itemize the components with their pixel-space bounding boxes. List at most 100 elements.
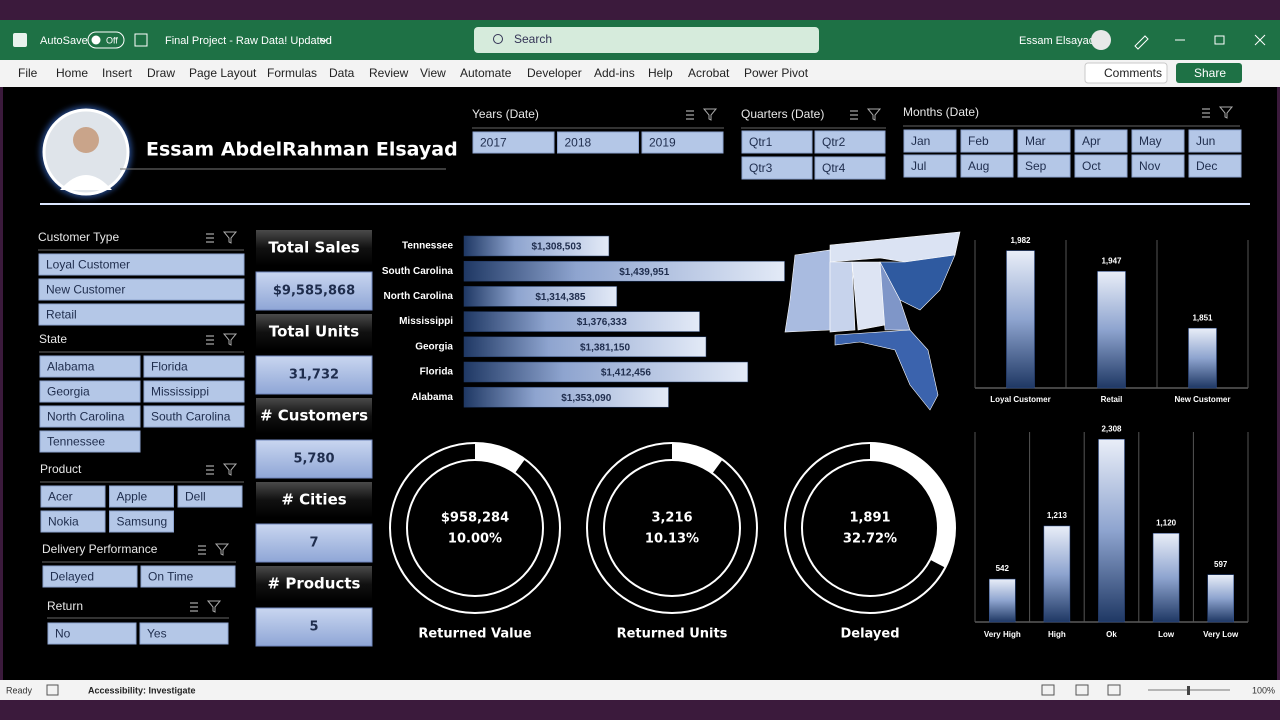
page-break-view[interactable] bbox=[1107, 684, 1121, 696]
slicer-button[interactable] bbox=[38, 253, 245, 276]
page-layout-view[interactable] bbox=[1075, 684, 1089, 696]
normal-view[interactable] bbox=[1041, 684, 1055, 696]
slicer-button[interactable] bbox=[641, 131, 724, 154]
ribbon-tab[interactable]: Review bbox=[369, 66, 409, 80]
slicer-button[interactable] bbox=[814, 156, 886, 180]
slicer-button[interactable] bbox=[177, 485, 243, 508]
ribbon-tab[interactable]: Developer bbox=[527, 66, 582, 80]
ribbon-tab[interactable]: File bbox=[18, 66, 38, 80]
slicer-button[interactable] bbox=[39, 380, 141, 403]
ribbon-tab[interactable]: Automate bbox=[460, 66, 512, 80]
clear-filter-icon[interactable] bbox=[702, 108, 718, 121]
slicer-item: Delayed bbox=[50, 570, 94, 584]
slicer-button[interactable] bbox=[1131, 154, 1185, 178]
slicer-button[interactable] bbox=[39, 405, 141, 428]
clear-filter-icon[interactable] bbox=[222, 333, 238, 346]
bar bbox=[1006, 250, 1035, 389]
bar-category-label: New Customer bbox=[1174, 395, 1230, 404]
ribbon-tab[interactable]: Home bbox=[56, 66, 88, 80]
slicer-button[interactable] bbox=[38, 278, 245, 301]
slicer-button[interactable] bbox=[1074, 154, 1128, 178]
slicer-button[interactable] bbox=[472, 131, 555, 154]
bar-value-label: 597 bbox=[1214, 560, 1228, 569]
slicer-button[interactable] bbox=[139, 622, 229, 645]
toggle-knob bbox=[91, 35, 101, 45]
close-button[interactable] bbox=[1254, 34, 1266, 46]
ribbon-tab[interactable]: Insert bbox=[102, 66, 133, 80]
slicer-button[interactable] bbox=[903, 154, 957, 178]
slicer-button[interactable] bbox=[40, 510, 106, 533]
slicer-button[interactable] bbox=[143, 405, 245, 428]
slicer-button[interactable] bbox=[1188, 129, 1242, 153]
autosave-toggle[interactable] bbox=[87, 31, 125, 49]
bar-value-label: $1,381,150 bbox=[580, 342, 630, 353]
clear-filter-icon[interactable] bbox=[214, 543, 230, 556]
slicer-title: Product bbox=[40, 462, 82, 476]
bar-category-label: Alabama bbox=[411, 392, 453, 403]
slicer-button[interactable] bbox=[903, 129, 957, 153]
ribbon-tab[interactable]: View bbox=[420, 66, 446, 80]
pen-icon[interactable] bbox=[1134, 35, 1149, 50]
user-avatar[interactable] bbox=[1091, 30, 1111, 50]
slicer-button[interactable] bbox=[1131, 129, 1185, 153]
ribbon-tab[interactable]: Acrobat bbox=[688, 66, 730, 80]
ribbon-tab[interactable]: Formulas bbox=[267, 66, 317, 80]
ribbon-tab[interactable]: Help bbox=[648, 66, 673, 80]
bar-value-label: $1,376,333 bbox=[577, 317, 627, 328]
slicer-button[interactable] bbox=[39, 355, 141, 378]
save-icon[interactable] bbox=[134, 33, 148, 47]
slicer-item: 2017 bbox=[480, 136, 507, 150]
zoom-level: 100% bbox=[1252, 685, 1275, 695]
bar-value-label: 1,982 bbox=[1010, 236, 1031, 245]
clear-filter-icon[interactable] bbox=[866, 108, 882, 121]
slicer-item: Aug bbox=[968, 159, 989, 173]
slicer-button[interactable] bbox=[960, 129, 1014, 153]
slicer-button[interactable] bbox=[741, 130, 813, 154]
slicer-button[interactable] bbox=[40, 485, 106, 508]
ribbon-tab[interactable]: Power Pivot bbox=[744, 66, 809, 80]
zoom-thumb[interactable] bbox=[1187, 686, 1190, 695]
slicer-button[interactable] bbox=[1017, 129, 1071, 153]
bar-category-label: Loyal Customer bbox=[990, 395, 1050, 404]
bar bbox=[463, 311, 700, 332]
kpi-value: 5,780 bbox=[293, 452, 334, 467]
clear-filter-icon[interactable] bbox=[222, 231, 238, 244]
clear-filter-icon[interactable] bbox=[1218, 106, 1234, 119]
slicer-button[interactable] bbox=[109, 510, 174, 533]
kpi-header bbox=[256, 398, 372, 434]
macro-icon[interactable] bbox=[46, 684, 59, 696]
slicer-button[interactable] bbox=[109, 485, 174, 508]
user-name: Essam Elsayad bbox=[1019, 35, 1095, 47]
slicer-button[interactable] bbox=[1017, 154, 1071, 178]
ribbon-tab[interactable]: Add-ins bbox=[594, 66, 635, 80]
slicer-button[interactable] bbox=[143, 380, 245, 403]
share-button[interactable] bbox=[1176, 63, 1242, 83]
accessibility-status[interactable]: Accessibility: Investigate bbox=[88, 685, 196, 695]
clear-filter-icon[interactable] bbox=[222, 463, 238, 476]
status-ready: Ready bbox=[6, 685, 33, 695]
slicer-button[interactable] bbox=[140, 565, 236, 588]
slicer-button[interactable] bbox=[741, 156, 813, 180]
slicer-button[interactable] bbox=[47, 622, 137, 645]
restore-button[interactable] bbox=[1214, 35, 1225, 45]
slicer-button[interactable] bbox=[1188, 154, 1242, 178]
slicer-button[interactable] bbox=[557, 131, 639, 154]
comments-button[interactable] bbox=[1084, 62, 1168, 84]
slicer-button[interactable] bbox=[814, 130, 886, 154]
ribbon-tab[interactable]: Data bbox=[329, 66, 355, 80]
slicer-button[interactable] bbox=[960, 154, 1014, 178]
ribbon-tab[interactable]: Page Layout bbox=[189, 66, 257, 80]
clear-filter-icon[interactable] bbox=[206, 600, 222, 613]
slicer-button[interactable] bbox=[1074, 129, 1128, 153]
slicer-button[interactable] bbox=[42, 565, 138, 588]
kpi-box bbox=[255, 271, 373, 311]
slicer-button[interactable] bbox=[143, 355, 245, 378]
ribbon-tab[interactable]: Draw bbox=[147, 66, 175, 80]
search-box[interactable] bbox=[474, 27, 819, 53]
file-name[interactable]: Final Project - Raw Data! Updated bbox=[165, 35, 332, 47]
slicer-button[interactable] bbox=[39, 430, 141, 453]
kpi-header bbox=[256, 566, 372, 602]
slicer-item: Apple bbox=[117, 490, 148, 504]
slicer-button[interactable] bbox=[38, 303, 245, 326]
bar-value-label: 1,213 bbox=[1047, 511, 1068, 520]
